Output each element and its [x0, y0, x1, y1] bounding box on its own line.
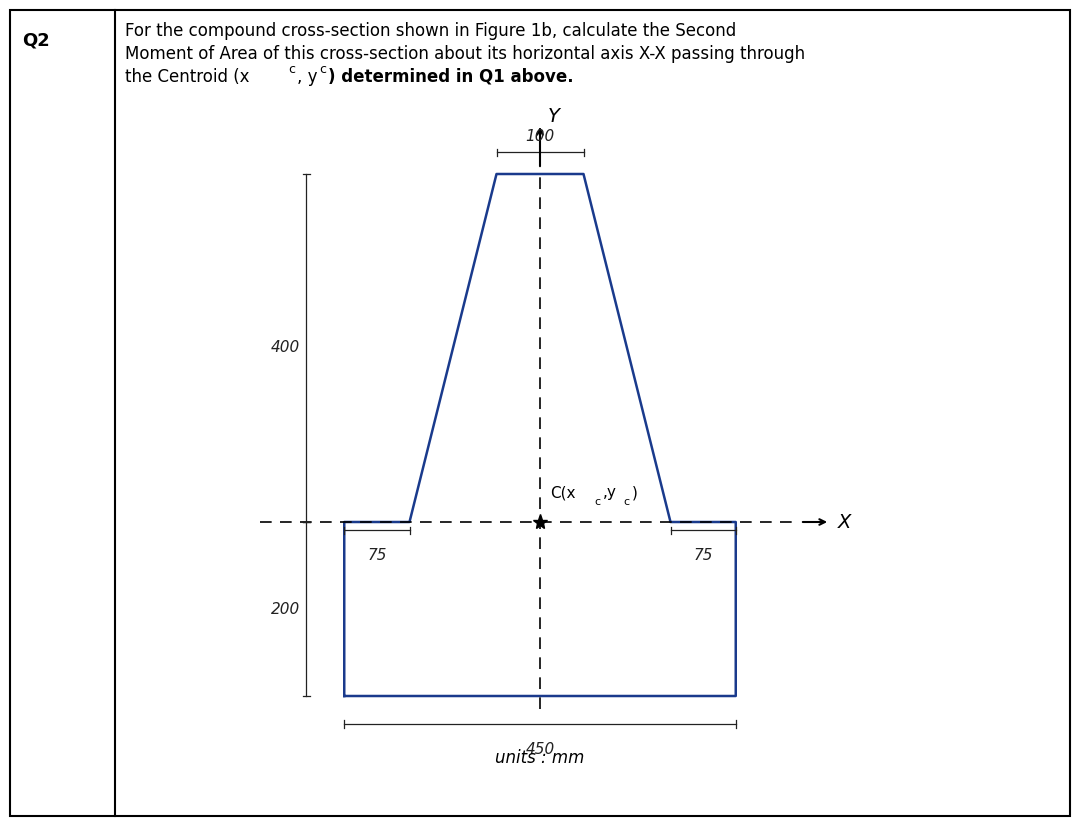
Text: ): ) [632, 485, 638, 500]
Text: c: c [623, 497, 630, 507]
Text: Y: Y [548, 107, 559, 126]
Text: 75: 75 [367, 548, 387, 563]
Text: , y: , y [297, 68, 318, 86]
Text: 450: 450 [525, 742, 555, 757]
Text: ,y: ,y [603, 485, 617, 500]
Text: c: c [319, 63, 326, 76]
Text: the Centroid (x: the Centroid (x [125, 68, 249, 86]
Text: c: c [288, 63, 295, 76]
Text: units : mm: units : mm [496, 749, 584, 767]
Text: 400: 400 [271, 340, 300, 355]
Text: ) determined in Q1 above.: ) determined in Q1 above. [328, 68, 573, 86]
Text: c: c [594, 497, 600, 507]
Text: Moment of Area of this cross-section about its horizontal axis X-X passing throu: Moment of Area of this cross-section abo… [125, 45, 805, 63]
Text: 75: 75 [693, 548, 713, 563]
Text: 200: 200 [271, 601, 300, 616]
Text: C(x: C(x [550, 485, 576, 500]
Text: For the compound cross-section shown in Figure 1b, calculate the Second: For the compound cross-section shown in … [125, 22, 737, 40]
Text: X: X [838, 512, 851, 531]
Text: 100: 100 [525, 129, 555, 144]
Text: Q2: Q2 [22, 31, 50, 49]
